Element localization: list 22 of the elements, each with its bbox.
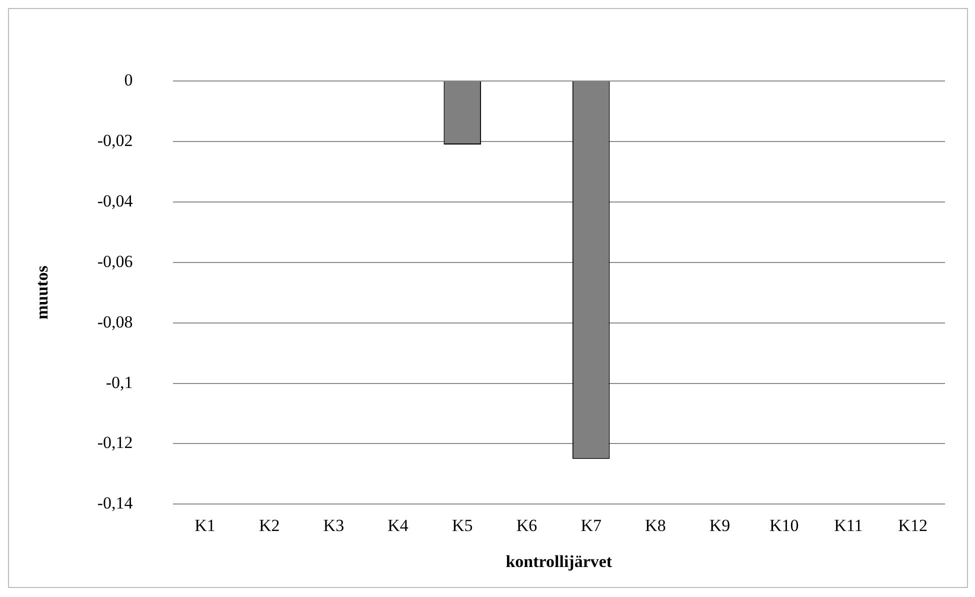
y-tick-label: -0,08 — [97, 312, 133, 332]
y-tick-label: -0,02 — [97, 130, 133, 150]
x-tick-label: K1 — [194, 516, 216, 535]
x-tick-label: K12 — [898, 516, 928, 535]
y-tick-label: -0,14 — [97, 494, 134, 513]
y-tick-label: -0,12 — [97, 433, 133, 452]
y-tick-label: 0 — [124, 70, 133, 90]
x-tick-label: K7 — [580, 516, 602, 535]
x-tick-label: K5 — [452, 516, 473, 535]
x-tick-label: K6 — [516, 516, 538, 535]
y-tick-label: -0,1 — [106, 372, 133, 392]
x-tick-label: K4 — [388, 516, 409, 535]
y-axis-title: muutos — [32, 265, 52, 320]
x-tick-label: K11 — [834, 516, 863, 535]
x-tick-label: K9 — [709, 516, 730, 535]
x-tick-label: K2 — [258, 516, 280, 535]
x-tick-label: K8 — [645, 516, 666, 535]
x-axis-title: kontrollijärvet — [506, 552, 612, 572]
y-tick-label: -0,04 — [97, 191, 134, 210]
x-tick-label: K10 — [769, 516, 799, 535]
y-tick-label: -0,06 — [97, 252, 133, 271]
x-tick-label: K3 — [323, 516, 344, 535]
